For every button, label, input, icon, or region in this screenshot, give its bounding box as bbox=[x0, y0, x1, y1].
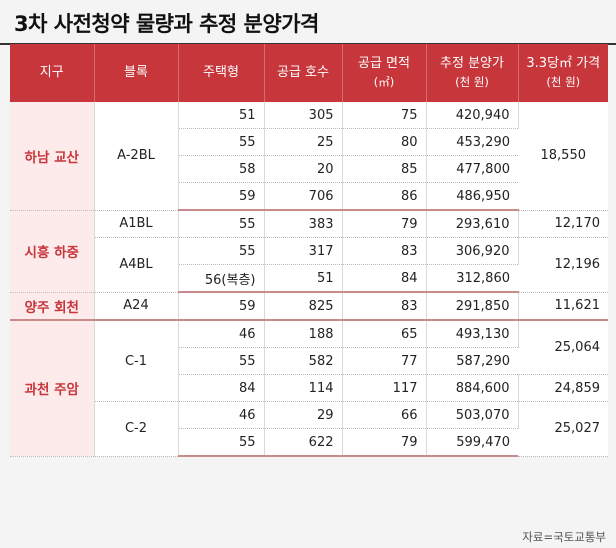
units-cell: 317 bbox=[264, 237, 343, 265]
price-cell: 587,290 bbox=[426, 347, 518, 375]
area-cell: 79 bbox=[342, 428, 427, 457]
price-table: 지구 블록 주택형 공급 호수 공급 면적 (㎡) 추정 분양가 (천 원) 3… bbox=[10, 44, 608, 457]
pyeong-price-cell: 24,859 bbox=[518, 374, 608, 402]
pyeong-price-cell: 11,621 bbox=[518, 292, 608, 321]
price-cell: 420,940 bbox=[426, 102, 519, 129]
table-row: 양주 회천 A24 59 825 83 291,850 11,621 bbox=[10, 292, 608, 321]
table-row: 58 20 85 477,800 bbox=[10, 155, 608, 183]
source-note: 자료=국토교통부 bbox=[522, 530, 606, 544]
price-cell: 312,860 bbox=[426, 264, 518, 293]
price-cell: 453,290 bbox=[426, 128, 518, 156]
header-area-label: 공급 면적 bbox=[358, 56, 410, 71]
price-cell: 306,920 bbox=[426, 237, 519, 265]
table-row: C-2 46 29 66 503,070 25,027 bbox=[10, 401, 608, 457]
header-type: 주택형 bbox=[178, 44, 265, 102]
units-cell: 51 bbox=[264, 264, 343, 293]
block-cell: A4BL bbox=[94, 237, 179, 293]
region-cell: 하남 교산 bbox=[10, 102, 95, 211]
region-cell: 시흥 하중 bbox=[10, 210, 95, 293]
table-row: 55 25 80 453,290 bbox=[10, 128, 608, 156]
area-cell: 86 bbox=[342, 182, 427, 211]
area-cell: 83 bbox=[342, 237, 427, 265]
units-cell: 622 bbox=[264, 428, 343, 457]
units-cell: 825 bbox=[264, 292, 343, 321]
type-cell: 55 bbox=[178, 128, 265, 156]
units-cell: 25 bbox=[264, 128, 343, 156]
price-cell: 477,800 bbox=[426, 155, 518, 183]
price-cell: 493,130 bbox=[426, 320, 519, 348]
header-area-unit: (㎡) bbox=[373, 75, 395, 89]
units-cell: 305 bbox=[264, 102, 343, 129]
area-cell: 84 bbox=[342, 264, 427, 293]
price-cell: 293,610 bbox=[426, 210, 519, 238]
units-cell: 582 bbox=[264, 347, 343, 375]
region-cell: 과천 주암 bbox=[10, 320, 95, 457]
header-units: 공급 호수 bbox=[264, 44, 343, 102]
type-cell: 51 bbox=[178, 102, 265, 129]
type-cell: 55 bbox=[178, 237, 265, 265]
region-cell: 양주 회천 bbox=[10, 292, 95, 321]
header-area: 공급 면적 (㎡) bbox=[342, 44, 427, 102]
header-block: 블록 bbox=[94, 44, 179, 102]
table-row: 59 706 86 486,950 bbox=[10, 182, 608, 211]
type-cell: 55 bbox=[178, 210, 265, 238]
header-pyeong: 3.3당㎡ 가격 (천 원) bbox=[518, 44, 608, 102]
type-cell: 56(복층) bbox=[178, 264, 265, 293]
pyeong-price-cell: 12,196 bbox=[518, 237, 608, 293]
area-cell: 79 bbox=[342, 210, 427, 238]
area-cell: 66 bbox=[342, 401, 427, 429]
units-cell: 188 bbox=[264, 320, 343, 348]
units-cell: 114 bbox=[264, 374, 343, 402]
header-region: 지구 bbox=[10, 44, 95, 102]
type-cell: 55 bbox=[178, 347, 265, 375]
price-cell: 884,600 bbox=[426, 374, 519, 402]
price-cell: 291,850 bbox=[426, 292, 519, 321]
area-cell: 80 bbox=[342, 128, 427, 156]
area-cell: 77 bbox=[342, 347, 427, 375]
block-cell: C-1 bbox=[94, 320, 179, 402]
pyeong-price-cell: 25,027 bbox=[518, 401, 608, 457]
table-row: A4BL 55 317 83 306,920 12,196 bbox=[10, 237, 608, 293]
pyeong-price-cell: 18,550 bbox=[518, 102, 608, 211]
table-row: 과천 주암 C-1 46 188 65 493,130 25,064 bbox=[10, 320, 608, 457]
header-price: 추정 분양가 (천 원) bbox=[426, 44, 519, 102]
units-cell: 383 bbox=[264, 210, 343, 238]
header-price-unit: (천 원) bbox=[455, 75, 489, 89]
area-cell: 85 bbox=[342, 155, 427, 183]
type-cell: 59 bbox=[178, 182, 265, 211]
area-cell: 75 bbox=[342, 102, 427, 129]
header-price-label: 추정 분양가 bbox=[440, 56, 504, 71]
pyeong-price-cell: 25,064 bbox=[518, 320, 608, 375]
price-cell: 486,950 bbox=[426, 182, 518, 211]
table-row: 55 582 77 587,290 bbox=[10, 347, 608, 375]
area-cell: 65 bbox=[342, 320, 427, 348]
table-row: 56(복층) 51 84 312,860 bbox=[10, 264, 608, 293]
table-row: 84 114 117 884,600 24,859 bbox=[10, 374, 608, 402]
type-cell: 55 bbox=[178, 428, 265, 457]
type-cell: 58 bbox=[178, 155, 265, 183]
table-row: 시흥 하중 A1BL 55 383 79 293,610 12,170 bbox=[10, 210, 608, 293]
pyeong-price-cell: 12,170 bbox=[518, 210, 608, 238]
units-cell: 29 bbox=[264, 401, 343, 429]
units-cell: 706 bbox=[264, 182, 343, 211]
type-cell: 84 bbox=[178, 374, 265, 402]
block-cell: A-2BL bbox=[94, 102, 179, 211]
type-cell: 46 bbox=[178, 401, 265, 429]
block-cell: A24 bbox=[94, 292, 179, 321]
type-cell: 59 bbox=[178, 292, 265, 321]
area-cell: 83 bbox=[342, 292, 427, 321]
area-cell: 117 bbox=[342, 374, 427, 402]
header-pyeong-label: 3.3당㎡ 가격 bbox=[526, 56, 601, 71]
price-cell: 503,070 bbox=[426, 401, 519, 429]
type-cell: 46 bbox=[178, 320, 265, 348]
table-row: 55 622 79 599,470 bbox=[10, 428, 608, 457]
header-row: 지구 블록 주택형 공급 호수 공급 면적 (㎡) 추정 분양가 (천 원) 3… bbox=[10, 44, 608, 102]
page-title: 3차 사전청약 물량과 추정 분양가격 bbox=[14, 12, 319, 36]
header-pyeong-unit: (천 원) bbox=[546, 75, 581, 89]
block-cell: A1BL bbox=[94, 210, 179, 238]
units-cell: 20 bbox=[264, 155, 343, 183]
table-row: 하남 교산 A-2BL 51 305 75 420,940 18,550 bbox=[10, 102, 608, 211]
price-cell: 599,470 bbox=[426, 428, 518, 457]
block-cell: C-2 bbox=[94, 401, 179, 457]
